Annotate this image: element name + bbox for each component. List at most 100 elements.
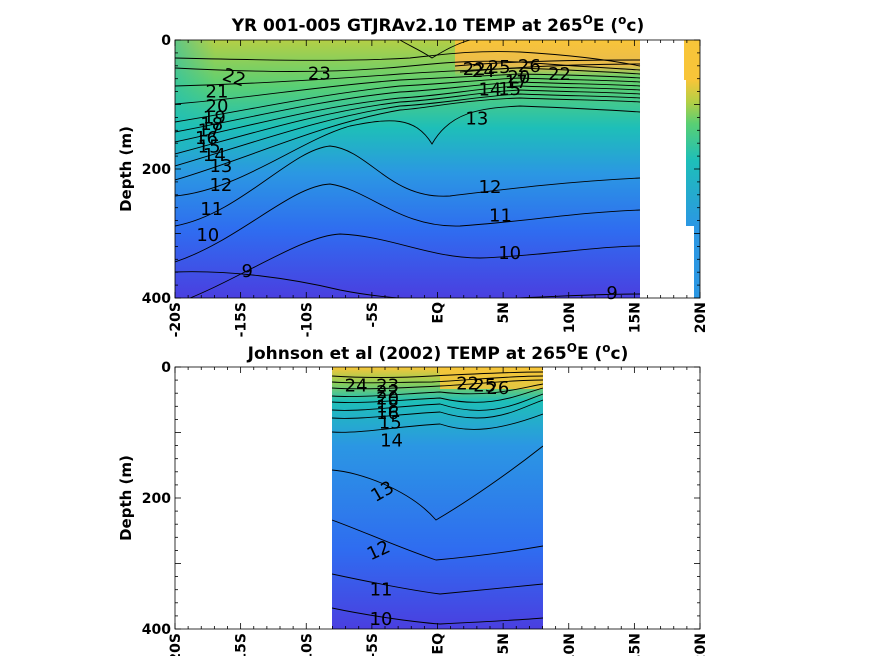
x-tick-label: 10N [562, 633, 578, 656]
isotherm-17 [175, 85, 641, 143]
isotherm-10 [189, 233, 641, 298]
contour-label: 18 [376, 396, 399, 417]
x-tick-label: -15S [234, 302, 250, 337]
y-tick-label: 0 [161, 33, 171, 49]
y-tick-label: 200 [142, 491, 171, 507]
isotherm-22 [332, 379, 543, 390]
contour-label: 20 [507, 67, 530, 88]
contour-label: 12 [479, 177, 502, 198]
panel-top-xticks: -20S -15S -10S -5S EQ 5N 10N 15N 20N [168, 40, 709, 337]
x-tick-label: 15N [627, 633, 643, 656]
isotherm-warm-1 [454, 59, 641, 67]
isotherm-20 [175, 73, 641, 105]
x-tick-label: -5S [365, 302, 381, 328]
contour-label: 10 [370, 609, 393, 630]
y-tick-label: 0 [161, 360, 171, 376]
isotherm-20 [332, 383, 543, 397]
isotherm-18 [332, 387, 543, 403]
panel-bottom-yticks: 0 200 400 [142, 360, 700, 638]
north-strip-upper [684, 40, 700, 80]
panel-top-field [175, 40, 700, 298]
panel-top-yticks: 0 200 400 [142, 33, 700, 307]
isotherm-23 [332, 375, 543, 384]
contour-label: 14 [479, 80, 502, 101]
contour-label: 22 [548, 64, 571, 85]
contour-label: 10 [498, 243, 521, 264]
contour-label: 14 [203, 145, 226, 166]
contour-label: 14 [380, 430, 403, 451]
x-tick-label: 5N [496, 633, 512, 654]
contour-label: 22 [376, 382, 399, 403]
x-tick-label: -10S [299, 302, 315, 337]
isotherm-14 [175, 97, 641, 181]
x-tick-label: EQ [431, 633, 447, 655]
panel-top-ylabel: Depth (m) [117, 126, 135, 212]
isotherm-9 [175, 271, 641, 298]
x-tick-label: 10N [562, 302, 578, 333]
contour-label: 22 [463, 59, 486, 80]
contour-label: 16 [376, 403, 399, 424]
north-strip [686, 80, 700, 226]
contour-label: 23 [376, 375, 399, 396]
isotherm-22 [175, 60, 641, 72]
isotherm-12 [175, 145, 641, 227]
contour-label: 20 [206, 96, 229, 117]
x-tick-label: -20S [168, 633, 184, 656]
isotherm-cap [399, 40, 471, 59]
isotherm-15 [332, 399, 543, 419]
contour-label: 10 [196, 225, 219, 246]
isotherm-11 [332, 573, 543, 595]
y-tick-label: 400 [142, 622, 171, 638]
contour-label: 21 [206, 82, 229, 103]
contour-label: 13 [209, 156, 232, 177]
contour-label: 22 [456, 373, 479, 394]
isotherm-15 [175, 93, 641, 167]
panel-bottom-xticks: -20S -15S -10S -5S EQ 5N 10N 15N 20N [168, 367, 709, 656]
x-tick-label: -10S [299, 633, 315, 656]
contour-label: 26 [518, 56, 541, 77]
contour-label: 13 [465, 109, 488, 130]
contour-label: 20 [376, 388, 399, 409]
x-tick-label: -5S [365, 633, 381, 656]
panel-bottom-ylabel: Depth (m) [117, 455, 135, 541]
contour-label: 11 [370, 580, 393, 601]
x-tick-label: 20N [693, 302, 709, 333]
panel-top-contour-labels: 2322212019181716151413121110913121110922… [195, 56, 618, 304]
contour-label: 15 [498, 79, 521, 100]
x-tick-label: EQ [431, 302, 447, 324]
isotherm-16 [332, 393, 543, 411]
isotherm-18 [175, 81, 641, 133]
isotherm-12 [332, 519, 543, 561]
isotherm-11 [175, 183, 641, 263]
panel-bottom: Johnson et al (2002) TEMP at 265OE (oc) … [117, 341, 709, 656]
contour-label: 23 [308, 64, 331, 85]
contour-label: 15 [379, 413, 402, 434]
isotherm-21 [175, 67, 641, 87]
x-tick-label: 20N [693, 633, 709, 656]
contour-label: 11 [200, 199, 223, 220]
contour-label: 15 [198, 136, 221, 157]
contour-label: 18 [200, 114, 223, 135]
isotherm-10 [332, 607, 543, 625]
x-tick-label: -15S [234, 633, 250, 656]
contour-label: 25 [473, 375, 496, 396]
panel-top: YR 001-005 GTJRAv2.10 TEMP at 265OE (oc) [117, 13, 709, 337]
contour-label: 11 [489, 205, 512, 226]
isotherm-warm-2 [459, 63, 641, 73]
isotherm-14 [332, 413, 543, 433]
panel-top-title: YR 001-005 GTJRAv2.10 TEMP at 265OE (oc) [231, 13, 645, 36]
x-tick-label: -20S [168, 302, 184, 337]
contour-label: 24 [472, 61, 495, 82]
contour-label: 16 [195, 128, 218, 149]
contour-label: 17 [505, 72, 528, 93]
isotherm-16 [175, 89, 641, 155]
panel-bottom-contours [332, 371, 543, 625]
isotherm-23 [175, 51, 641, 67]
y-tick-label: 200 [142, 162, 171, 178]
x-tick-label: 15N [627, 302, 643, 333]
contour-label: 19 [203, 107, 226, 128]
isotherm-13 [175, 105, 641, 197]
isotherm-19 [175, 77, 641, 123]
contour-label: 12 [209, 175, 232, 196]
